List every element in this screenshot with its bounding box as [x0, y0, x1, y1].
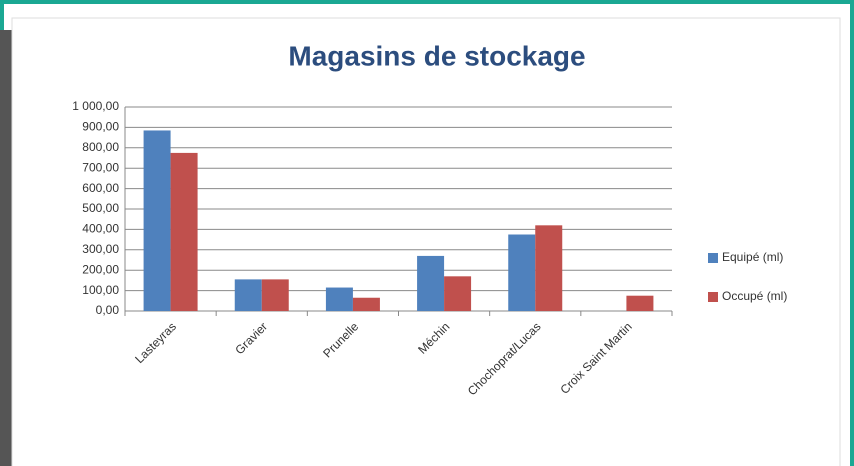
y-tick-label: 500,00 — [82, 201, 119, 215]
bar — [170, 152, 198, 311]
bar — [143, 130, 171, 311]
bar — [261, 279, 289, 311]
y-tick-label: 0,00 — [96, 303, 120, 317]
y-tick-label: 100,00 — [82, 283, 119, 297]
chart-area — [11, 17, 841, 466]
legend-swatch — [708, 253, 718, 263]
bar — [444, 276, 472, 311]
left-border — [0, 30, 12, 466]
bar — [535, 225, 563, 311]
y-tick-label: 800,00 — [82, 140, 119, 154]
y-tick-label: 1 000,00 — [72, 99, 119, 113]
bar — [626, 295, 654, 311]
bar — [352, 297, 380, 311]
bar — [325, 287, 353, 311]
y-tick-label: 600,00 — [82, 181, 119, 195]
legend-label: Equipé (ml) — [722, 250, 783, 264]
y-tick-label: 700,00 — [82, 160, 119, 174]
bar — [417, 255, 445, 311]
y-tick-label: 400,00 — [82, 222, 119, 236]
bar — [234, 279, 262, 311]
bar — [508, 234, 536, 311]
y-tick-label: 200,00 — [82, 262, 119, 276]
chart-title: Magasins de stockage — [288, 40, 585, 71]
legend-swatch — [708, 292, 718, 302]
y-tick-label: 900,00 — [82, 120, 119, 134]
legend-label: Occupé (ml) — [722, 289, 787, 303]
y-tick-label: 300,00 — [82, 242, 119, 256]
